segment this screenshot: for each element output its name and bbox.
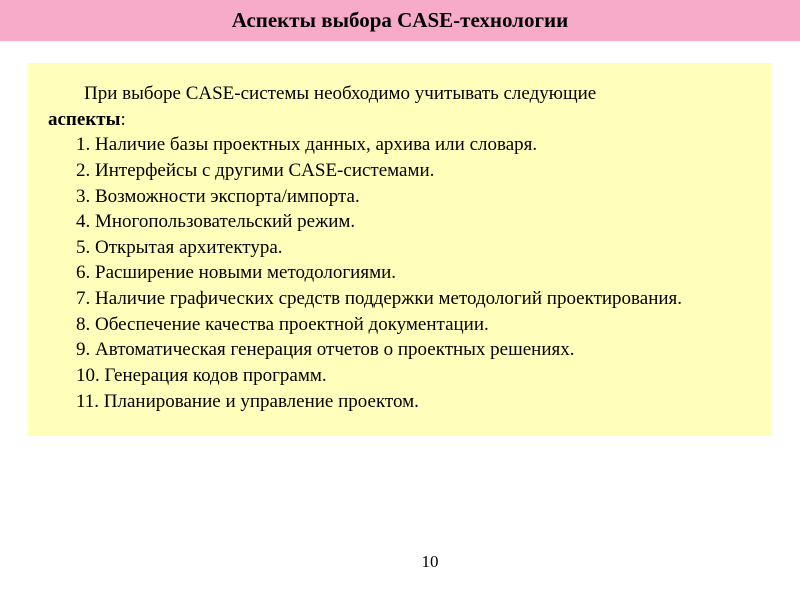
page-number: 10 bbox=[422, 552, 439, 572]
list-item: 10. Генерация кодов программ. bbox=[48, 363, 752, 389]
intro-bold: аспекты bbox=[48, 109, 120, 130]
page-number-container: 10 bbox=[0, 552, 800, 572]
list-item: 8. Обеспечение качества проектной докуме… bbox=[48, 312, 752, 338]
list-item: 1. Наличие базы проектных данных, архива… bbox=[48, 132, 752, 158]
content-box: При выборе CASE-системы необходимо учиты… bbox=[28, 63, 772, 436]
list-item: 3. Возможности экспорта/импорта. bbox=[48, 184, 752, 210]
intro-prefix: При выборе CASE-системы необходимо учиты… bbox=[84, 83, 596, 104]
list-item: 5. Открытая архитектура. bbox=[48, 235, 752, 261]
list-item: 11. Планирование и управление проектом. bbox=[48, 389, 752, 415]
list-item: 7. Наличие графических средств поддержки… bbox=[48, 286, 752, 312]
list-item: 2. Интерфейсы с другими CASE-системами. bbox=[48, 158, 752, 184]
intro-suffix: : bbox=[120, 109, 125, 130]
title-bar: Аспекты выбора CASE-технологии bbox=[0, 0, 800, 41]
list-item: 6. Расширение новыми методологиями. bbox=[48, 260, 752, 286]
intro-text: При выборе CASE-системы необходимо учиты… bbox=[48, 81, 752, 132]
list-item: 9. Автоматическая генерация отчетов о пр… bbox=[48, 337, 752, 363]
slide-title: Аспекты выбора CASE-технологии bbox=[232, 8, 568, 32]
list-item: 4. Многопользовательский режим. bbox=[48, 209, 752, 235]
